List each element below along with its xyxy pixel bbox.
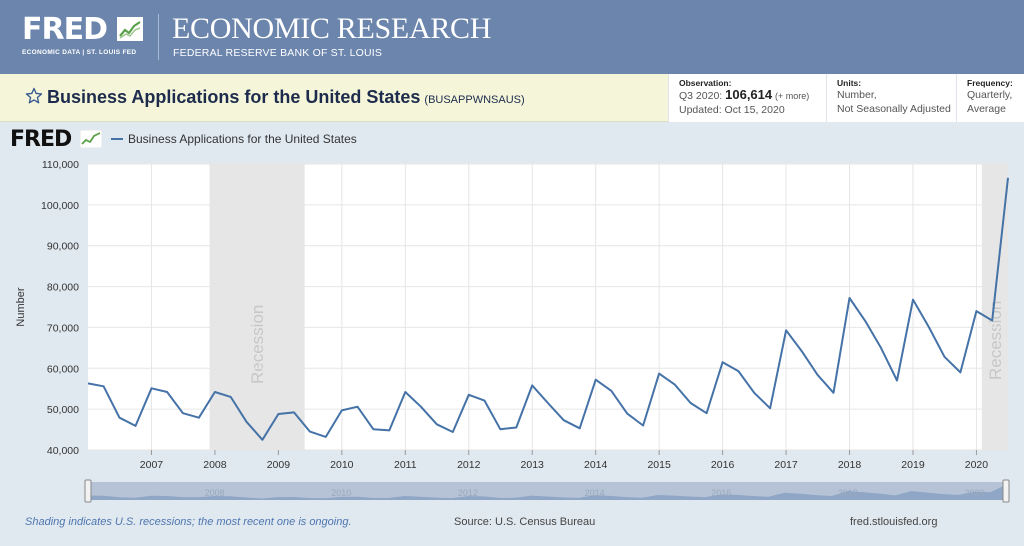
- frequency-line2: Average: [967, 103, 1006, 115]
- series-line: [87, 177, 1009, 441]
- site-header: FRED ECONOMIC DATA | ST. LOUIS FED ECONO…: [0, 0, 1024, 74]
- x-tick-label: 2011: [394, 459, 417, 471]
- units-line1: Number,: [837, 89, 877, 101]
- navigator-tick-label: 2018: [838, 488, 858, 498]
- legend-label: Business Applications for the United Sta…: [128, 132, 357, 146]
- recession-band: [209, 164, 305, 450]
- legend-swatch: [111, 138, 123, 140]
- navigator-tick-label: 2010: [331, 488, 351, 498]
- site-link[interactable]: fred.stlouisfed.org: [850, 516, 938, 528]
- series-title-text: Business Applications for the United Sta…: [47, 87, 421, 107]
- units-box: Units: Number, Not Seasonally Adjusted: [826, 74, 956, 122]
- x-tick-label: 2008: [203, 459, 227, 471]
- y-tick-label: 80,000: [47, 282, 79, 294]
- observation-value: 106,614: [725, 87, 773, 102]
- recession-note: Shading indicates U.S. recessions; the m…: [25, 516, 352, 528]
- chart-fred-logo: FRED: [10, 127, 72, 152]
- navigator-tick-label: 2008: [205, 488, 225, 498]
- observation-box: Observation: Q3 2020: 106,614 (+ more) U…: [668, 74, 826, 122]
- x-tick-label: 2017: [774, 459, 798, 471]
- observation-line: Q3 2020: 106,614 (+ more): [679, 88, 826, 103]
- navigator-tick-label: 2020: [964, 488, 984, 498]
- y-tick-label: 70,000: [47, 322, 79, 334]
- line-chart[interactable]: Recession Recession40,00050,00060,00070,0…: [0, 150, 1024, 512]
- navigator-tick-label: 2016: [711, 488, 731, 498]
- x-tick-label: 2020: [965, 459, 989, 471]
- y-tick-label: 50,000: [47, 404, 79, 416]
- frequency-label: Frequency:: [967, 78, 1013, 88]
- series-id: (BUSAPPWNSAUS): [424, 94, 525, 106]
- y-tick-label: 40,000: [47, 445, 79, 457]
- observation-more-link[interactable]: (+ more): [775, 91, 810, 101]
- header-title[interactable]: ECONOMIC RESEARCH: [172, 12, 492, 45]
- x-tick-label: 2018: [838, 459, 862, 471]
- navigator-tick-label: 2012: [458, 488, 478, 498]
- x-tick-label: 2014: [584, 459, 608, 471]
- units-label: Units:: [837, 78, 862, 88]
- header-subtitle: FEDERAL RESERVE BANK OF ST. LOUIS: [173, 47, 383, 59]
- navigator-handle[interactable]: [1002, 479, 1010, 503]
- recession-label: Recession: [248, 305, 267, 384]
- y-tick-label: 90,000: [47, 241, 79, 253]
- x-tick-label: 2013: [521, 459, 545, 471]
- x-tick-label: 2016: [711, 459, 735, 471]
- frequency-line1: Quarterly,: [967, 89, 1013, 101]
- observation-label: Observation:: [679, 78, 732, 88]
- units-line2: Not Seasonally Adjusted: [837, 103, 951, 115]
- fred-logo[interactable]: FRED: [22, 12, 108, 47]
- y-tick-label: 100,000: [41, 200, 79, 212]
- x-tick-label: 2019: [901, 459, 925, 471]
- observation-period: Q3 2020:: [679, 90, 723, 102]
- series-title-bar: Business Applications for the United Sta…: [0, 74, 668, 122]
- navigator-handle[interactable]: [84, 479, 92, 503]
- y-axis-label: Number: [15, 287, 27, 326]
- navigator-tick-label: 2014: [585, 488, 605, 498]
- navigator-series: [88, 484, 1006, 500]
- y-tick-label: 60,000: [47, 363, 79, 375]
- source-note: Source: U.S. Census Bureau: [454, 516, 596, 528]
- fred-logo-subtitle: ECONOMIC DATA | ST. LOUIS FED: [22, 49, 137, 56]
- fred-graph-icon: [117, 17, 143, 41]
- header-divider: [158, 14, 159, 60]
- chart-graph-icon: [80, 130, 102, 148]
- x-tick-label: 2012: [457, 459, 481, 471]
- x-tick-label: 2015: [647, 459, 671, 471]
- series-title: Business Applications for the United Sta…: [47, 87, 525, 108]
- x-tick-label: 2010: [330, 459, 354, 471]
- frequency-box: Frequency: Quarterly, Average: [956, 74, 1024, 122]
- star-icon[interactable]: [25, 87, 43, 105]
- y-tick-label: 110,000: [42, 159, 79, 171]
- updated-date: Updated: Oct 15, 2020: [679, 104, 785, 116]
- x-tick-label: 2007: [140, 459, 164, 471]
- x-tick-label: 2009: [267, 459, 291, 471]
